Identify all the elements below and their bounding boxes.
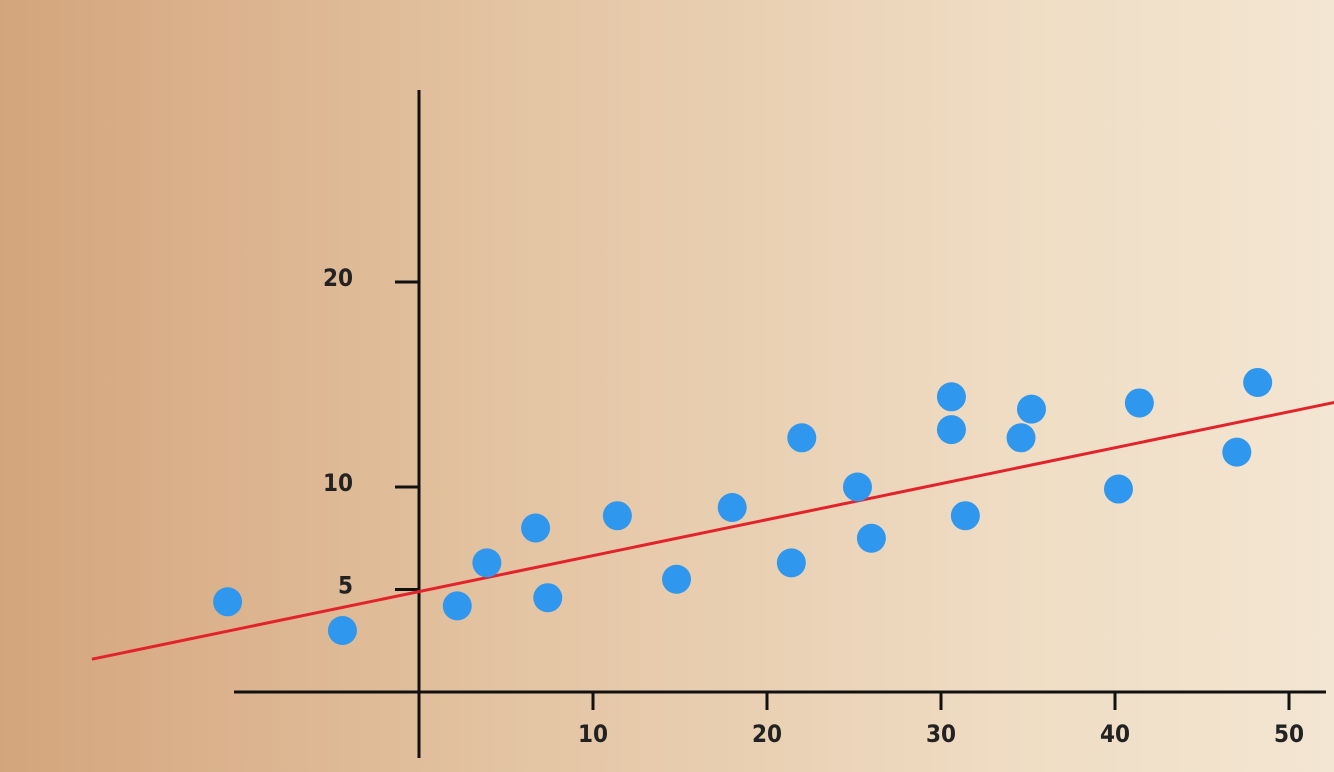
data-point — [521, 513, 551, 543]
y-tick-label: 20 — [323, 264, 353, 292]
y-tick-label: 10 — [323, 469, 353, 497]
data-point — [1016, 394, 1046, 424]
data-point — [533, 583, 563, 613]
data-point — [776, 548, 806, 578]
data-point — [602, 501, 632, 531]
data-point — [662, 564, 692, 594]
data-points — [213, 367, 1273, 645]
data-point — [1103, 474, 1133, 504]
x-tick-label: 20 — [752, 720, 782, 748]
data-point — [327, 616, 357, 645]
axes — [234, 90, 1326, 758]
data-point — [1006, 423, 1036, 453]
trendline — [91, 400, 1334, 661]
data-point — [856, 523, 886, 553]
tick-labels: 10 20 30 40 50 5 10 20 — [323, 264, 1304, 748]
data-point — [787, 423, 817, 453]
trendline-layer — [91, 400, 1334, 661]
data-point — [1124, 388, 1154, 418]
data-point — [1222, 437, 1252, 467]
x-tick-label: 50 — [1274, 720, 1304, 748]
data-point — [717, 493, 747, 522]
data-point — [442, 591, 472, 621]
data-point — [472, 548, 502, 578]
data-point — [950, 501, 980, 531]
x-tick-label: 10 — [578, 720, 608, 748]
x-tick-label: 30 — [926, 720, 956, 748]
data-point — [213, 587, 243, 617]
data-point — [1243, 367, 1273, 397]
data-point — [936, 382, 966, 412]
data-point — [842, 472, 872, 502]
data-point — [936, 415, 966, 445]
y-tick-label: 5 — [338, 572, 353, 600]
x-tick-label: 40 — [1100, 720, 1130, 748]
